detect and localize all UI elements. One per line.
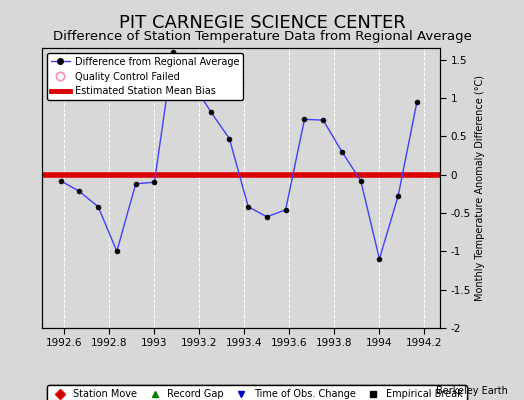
Y-axis label: Monthly Temperature Anomaly Difference (°C): Monthly Temperature Anomaly Difference (… [475,75,485,301]
Text: Berkeley Earth: Berkeley Earth [436,386,508,396]
Text: Difference of Station Temperature Data from Regional Average: Difference of Station Temperature Data f… [52,30,472,43]
Legend: Station Move, Record Gap, Time of Obs. Change, Empirical Break: Station Move, Record Gap, Time of Obs. C… [47,385,466,400]
Text: PIT CARNEGIE SCIENCE CENTER: PIT CARNEGIE SCIENCE CENTER [118,14,406,32]
